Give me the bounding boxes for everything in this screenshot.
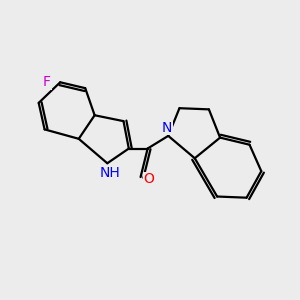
Text: N: N [162, 121, 172, 135]
Text: F: F [43, 75, 51, 89]
Text: O: O [143, 172, 154, 186]
Text: NH: NH [100, 166, 121, 180]
